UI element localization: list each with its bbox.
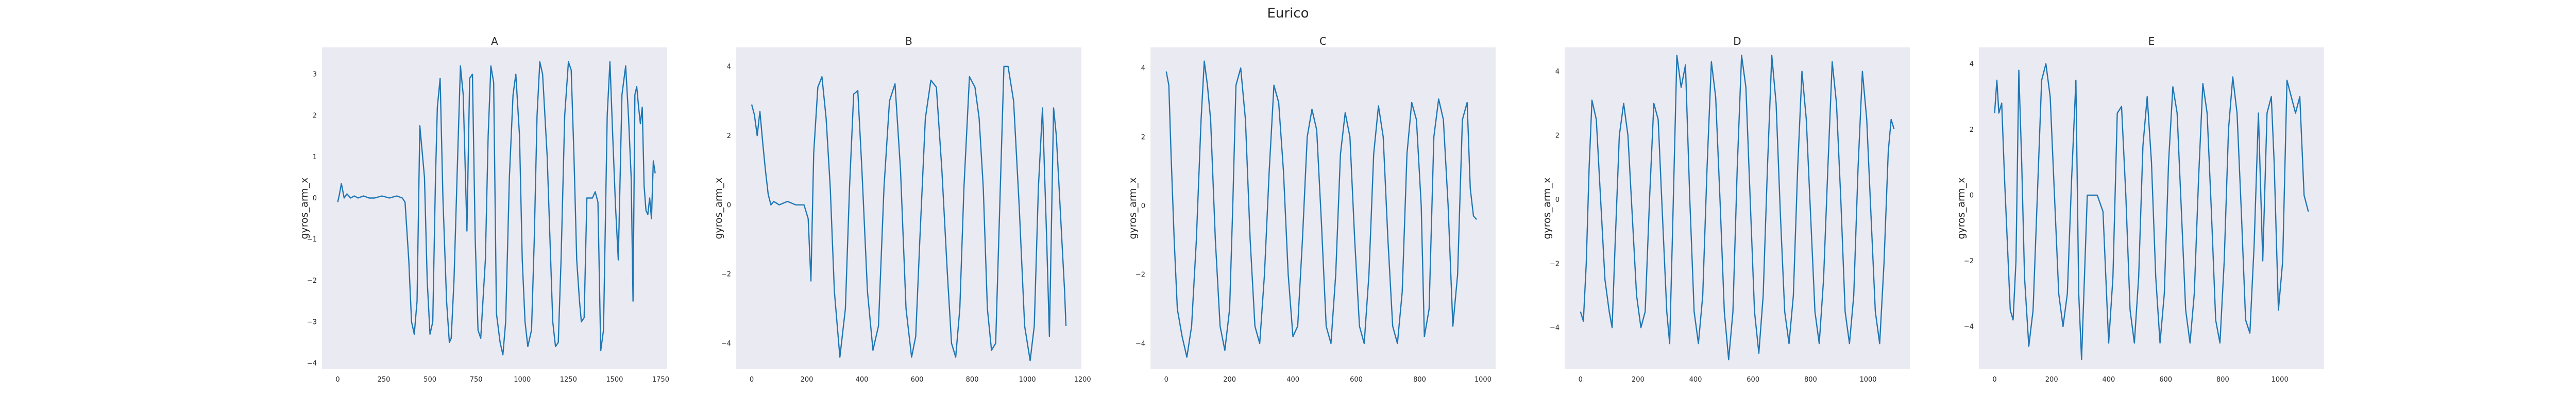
panel-title-a: A <box>491 35 498 47</box>
y-tick-label: −4 <box>1550 324 1560 332</box>
plot-area-b <box>736 47 1081 369</box>
x-tick-label: 200 <box>1223 376 1236 384</box>
series-line-a <box>337 61 656 356</box>
y-axis-label-a: gyros_arm_x <box>299 177 310 239</box>
series-line-b <box>751 65 1067 362</box>
x-tick-label: 1750 <box>652 376 669 384</box>
y-tick-label: −4 <box>307 359 317 367</box>
x-tick-label: 0 <box>1579 376 1583 384</box>
series-line-c <box>1165 60 1477 358</box>
y-tick-label: 4 <box>1555 68 1560 76</box>
y-axis-label-e: gyros_arm_x <box>1956 177 1967 239</box>
x-tick-label: 600 <box>911 376 924 384</box>
x-tick-label: 1000 <box>2272 376 2289 384</box>
panel-title-d: D <box>1733 35 1741 47</box>
y-axis-label-c: gyros_arm_x <box>1127 177 1139 239</box>
x-tick-label: 0 <box>335 376 340 384</box>
y-tick-label: −2 <box>1964 258 1974 265</box>
panel-title-b: B <box>905 35 912 47</box>
y-tick-label: −2 <box>721 271 731 279</box>
x-tick-label: 750 <box>470 376 483 384</box>
y-tick-label: −2 <box>1136 271 1145 279</box>
y-axis-label-d: gyros_arm_x <box>1541 177 1553 239</box>
x-tick-label: 800 <box>1413 376 1426 384</box>
y-tick-label: 0 <box>313 195 317 202</box>
x-tick-label: 1200 <box>1074 376 1091 384</box>
subplot-d: D gyros_arm_x 0 200 400 600 800 1000 −4 −2 0 2 4 <box>1541 35 1910 384</box>
x-tick-label: 200 <box>1632 376 1645 384</box>
x-tick-label: 600 <box>2159 376 2172 384</box>
x-tick-label: 0 <box>1992 376 1996 384</box>
x-tick-labels-d: 0 200 400 600 800 1000 <box>1579 376 1877 384</box>
y-tick-labels-e: −4 −2 0 2 4 <box>1964 60 1974 331</box>
x-tick-labels-b: 0 200 400 600 800 1000 1200 <box>750 376 1091 384</box>
y-tick-label: −3 <box>307 318 317 326</box>
x-tick-label: 800 <box>1804 376 1817 384</box>
x-tick-label: 500 <box>423 376 436 384</box>
y-tick-label: 2 <box>1141 133 1145 141</box>
y-tick-label: 2 <box>1970 126 1974 134</box>
x-tick-label: 400 <box>1286 376 1299 384</box>
subplot-a: A gyros_arm_x 0 250 500 750 1000 1250 1500 1750… <box>299 35 669 384</box>
y-tick-label: 0 <box>1970 192 1974 199</box>
x-tick-label: 800 <box>966 376 979 384</box>
y-tick-label: 3 <box>313 71 317 79</box>
x-tick-label: 800 <box>2216 376 2229 384</box>
x-tick-label: 400 <box>1689 376 1702 384</box>
plot-area-e <box>1979 47 2324 369</box>
x-tick-label: 1000 <box>1859 376 1876 384</box>
y-tick-labels-c: −4 −2 0 2 4 <box>1136 65 1145 348</box>
y-tick-label: 0 <box>727 201 731 209</box>
x-tick-label: 1000 <box>1019 376 1036 384</box>
y-tick-label: −2 <box>1550 260 1560 268</box>
x-tick-label: 200 <box>801 376 814 384</box>
y-tick-label: −4 <box>1136 340 1145 348</box>
y-axis-label-b: gyros_arm_x <box>713 177 724 239</box>
x-tick-label: 250 <box>378 376 391 384</box>
y-tick-label: 0 <box>1555 196 1560 204</box>
y-tick-label: −4 <box>1964 323 1974 331</box>
y-tick-labels-a: −4 −3 −2 −1 0 1 2 3 <box>307 71 317 368</box>
y-tick-label: 2 <box>313 112 317 120</box>
y-tick-labels-b: −4 −2 0 2 4 <box>721 63 731 348</box>
y-tick-label: 2 <box>1555 132 1560 140</box>
y-tick-label: −2 <box>307 277 317 285</box>
figure-title: Eurico <box>1267 6 1309 21</box>
series-line-d <box>1580 55 1895 360</box>
y-tick-label: 2 <box>727 132 731 140</box>
y-tick-label: 4 <box>1141 65 1145 73</box>
x-tick-label: 600 <box>1350 376 1363 384</box>
x-tick-label: 1000 <box>514 376 531 384</box>
subplot-e: E gyros_arm_x 0 200 400 600 800 1000 −4 −2 0 2 4 <box>1956 35 2324 384</box>
y-tick-label: −1 <box>307 236 317 244</box>
y-tick-labels-d: −4 −2 0 2 4 <box>1550 68 1560 332</box>
y-tick-label: 4 <box>1970 60 1974 68</box>
x-tick-label: 200 <box>2045 376 2058 384</box>
x-tick-label: 1250 <box>560 376 577 384</box>
y-tick-label: 1 <box>313 153 317 161</box>
panel-title-c: C <box>1319 35 1327 47</box>
x-tick-label: 1500 <box>606 376 623 384</box>
subplot-c: C gyros_arm_x 0 200 400 600 800 1000 −4 −2 0 2 4 <box>1127 35 1496 384</box>
series-line-e <box>1994 63 2309 360</box>
y-tick-label: 4 <box>727 63 731 71</box>
x-tick-label: 0 <box>1164 376 1168 384</box>
x-tick-labels-e: 0 200 400 600 800 1000 <box>1992 376 2288 384</box>
y-tick-label: 0 <box>1141 202 1145 210</box>
x-tick-label: 400 <box>856 376 869 384</box>
subplot-b: B gyros_arm_x 0 200 400 600 800 1000 1200 −4 −2… <box>713 35 1091 384</box>
x-tick-label: 0 <box>750 376 754 384</box>
x-tick-labels-c: 0 200 400 600 800 1000 <box>1164 376 1492 384</box>
y-tick-label: −4 <box>721 340 731 348</box>
x-tick-label: 600 <box>1747 376 1759 384</box>
x-tick-label: 400 <box>2103 376 2115 384</box>
x-tick-label: 1000 <box>1475 376 1492 384</box>
x-tick-labels-a: 0 250 500 750 1000 1250 1500 1750 <box>335 376 669 384</box>
panel-title-e: E <box>2148 35 2155 47</box>
